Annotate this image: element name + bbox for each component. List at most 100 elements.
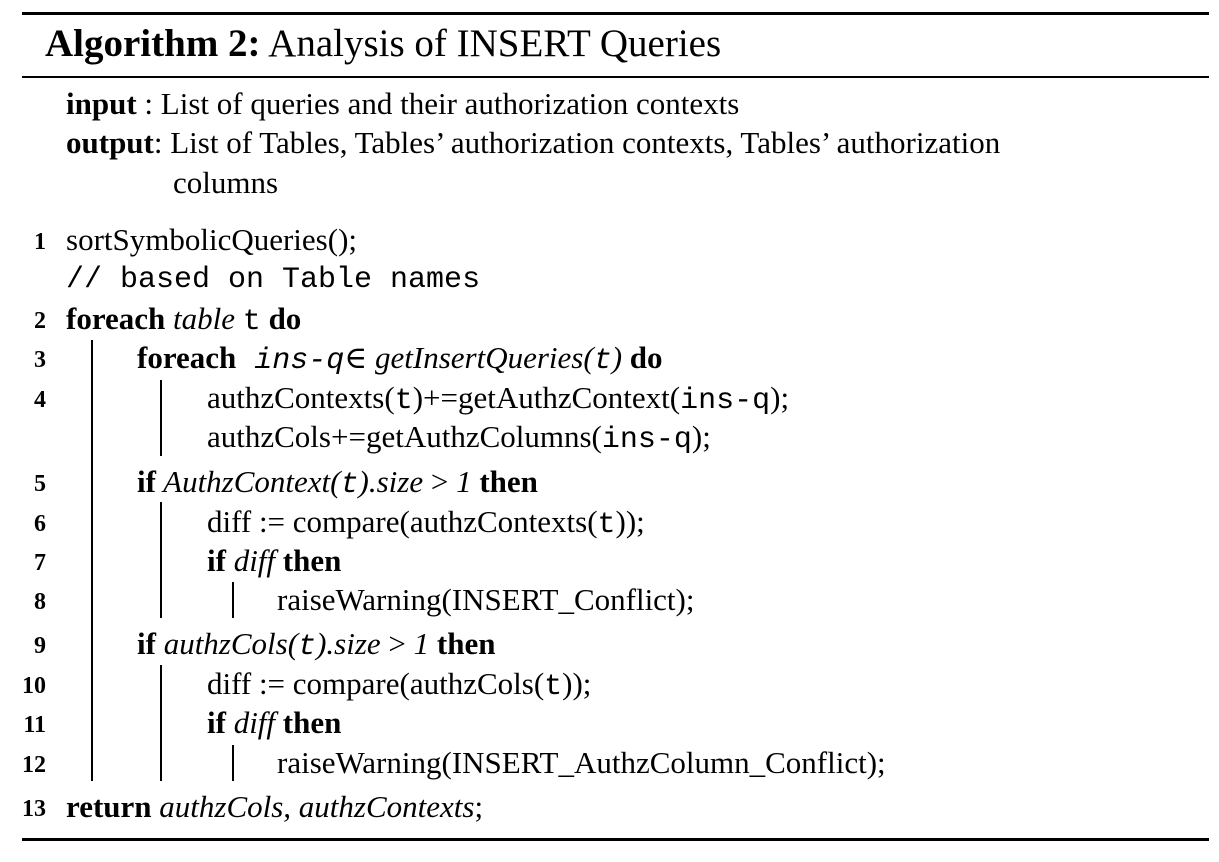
line-mono: ins-q (680, 384, 771, 418)
input-text: : List of queries and their authorizatio… (136, 86, 740, 121)
block-bar-if-context (160, 502, 162, 618)
line-text: raiseWarning(INSERT_AuthzColumn_Conflict… (277, 745, 886, 780)
output-text-continued: columns (173, 165, 279, 200)
line-italic: diff (225, 543, 283, 578)
element-of-symbol: ∈ (344, 340, 376, 375)
keyword-if: if (137, 626, 156, 661)
line-text: diff := compare(authzCols( (207, 666, 545, 701)
line-italic: 1 (456, 464, 472, 499)
input-keyword: input (66, 86, 137, 121)
block-bar-if-cols (160, 665, 162, 781)
line-text: ; (474, 789, 484, 824)
line-number: 10 (22, 673, 46, 699)
line-text: )); (562, 666, 592, 701)
algorithm-title: Analysis of INSERT Queries (268, 22, 722, 65)
bottom-rule (22, 838, 1209, 841)
line-number: 1 (34, 229, 46, 255)
block-bar-if-diff-2 (232, 745, 234, 781)
keyword-do: do (622, 340, 663, 375)
code-line-11: if diff then (207, 707, 341, 738)
block-bar-foreach-outer (91, 340, 93, 781)
line-text: sortSymbolicQueries(); (66, 222, 358, 257)
line-mono: t (593, 344, 612, 378)
line-italic: ) (611, 340, 623, 375)
code-line-10: diff := compare(authzCols(t)); (207, 668, 591, 702)
keyword-foreach: foreach (137, 340, 237, 375)
line-italic: authzCols, authzContexts (151, 789, 475, 824)
line-text: )); (615, 504, 645, 539)
line-italic: ).size (358, 464, 431, 499)
keyword-then: then (471, 464, 538, 499)
keyword-then: then (429, 626, 496, 661)
line-text: )+=getAuthzContext( (412, 380, 681, 415)
line-number: 11 (23, 712, 46, 738)
line-number: 7 (34, 550, 46, 576)
keyword-then: then (282, 705, 342, 740)
line-italic: authzCols( (155, 626, 299, 661)
output-keyword: output (66, 125, 154, 160)
line-italic: getInsertQueries( (375, 340, 594, 375)
line-italic: 1 (413, 626, 430, 661)
keyword-if: if (137, 464, 156, 499)
comment-text: // based on Table names (66, 263, 481, 297)
code-line-12: raiseWarning(INSERT_AuthzColumn_Conflict… (277, 747, 886, 778)
output-text: : List of Tables, Tables’ authorization … (153, 125, 1001, 160)
code-line-2: foreach table t do (66, 303, 301, 337)
output-line: output: List of Tables, Tables’ authoriz… (66, 127, 1000, 158)
caption-rule (22, 76, 1209, 78)
input-line: input : List of queries and their author… (66, 88, 739, 119)
code-line-8: raiseWarning(INSERT_Conflict); (277, 584, 695, 615)
line-italic: AuthzContext( (155, 464, 341, 499)
line-mono: t (394, 384, 413, 418)
line-mono: ins-q (236, 344, 345, 378)
line-number: 6 (34, 511, 46, 537)
line-number: 8 (34, 589, 46, 615)
line-mono: t (544, 670, 563, 704)
code-line-13: return authzCols, authzContexts; (66, 791, 483, 822)
algorithm-label: Algorithm 2: (45, 22, 261, 65)
keyword-do: do (260, 301, 302, 336)
line-text: ); (770, 380, 790, 415)
keyword-if: if (207, 543, 226, 578)
operator: > (430, 464, 457, 499)
line-text: authzContexts( (207, 380, 395, 415)
line-number: 12 (22, 752, 46, 778)
code-line-5: if AuthzContext(t).size > 1 then (137, 466, 538, 500)
line-italic: table (165, 301, 243, 336)
line-mono: t (597, 508, 616, 542)
line-number: 3 (34, 347, 46, 373)
keyword-if: if (207, 705, 226, 740)
line-mono: t (340, 468, 359, 502)
block-bar-if-diff-1 (232, 582, 234, 618)
top-rule (22, 12, 1209, 15)
line-italic: ).size (316, 626, 389, 661)
line-number: 9 (34, 633, 46, 659)
code-line-4a: authzContexts(t)+=getAuthzContext(ins-q)… (207, 382, 789, 416)
code-line-3: foreach ins-q∈ getInsertQueries(t) do (137, 342, 663, 376)
keyword-foreach: foreach (66, 301, 166, 336)
line-number: 13 (22, 796, 46, 822)
line-text: diff := compare(authzContexts( (207, 504, 598, 539)
line-number: 2 (34, 308, 46, 334)
keyword-return: return (66, 789, 152, 824)
line-mono: ins-q (601, 423, 692, 457)
code-line-7: if diff then (207, 545, 341, 576)
block-bar-foreach-inner (160, 380, 162, 456)
code-line-6: diff := compare(authzContexts(t)); (207, 506, 645, 540)
line-text: ); (691, 419, 711, 454)
line-number: 5 (34, 471, 46, 497)
line-text: authzCols+=getAuthzColumns( (207, 419, 602, 454)
line-number: 4 (34, 387, 46, 413)
line-mono: t (242, 305, 261, 339)
code-line-4b: authzCols+=getAuthzColumns(ins-q); (207, 421, 711, 455)
code-line-1: sortSymbolicQueries(); (66, 224, 357, 255)
code-comment: // based on Table names (66, 265, 480, 295)
operator: > (388, 626, 414, 661)
line-italic: diff (225, 705, 283, 740)
code-line-9: if authzCols(t).size > 1 then (137, 628, 495, 662)
algorithm-caption: Algorithm 2: Analysis of INSERT Queries (45, 24, 721, 63)
keyword-then: then (282, 543, 342, 578)
line-text: raiseWarning(INSERT_Conflict); (277, 582, 695, 617)
output-line-continued: columns (173, 167, 278, 198)
line-mono: t (298, 630, 317, 664)
